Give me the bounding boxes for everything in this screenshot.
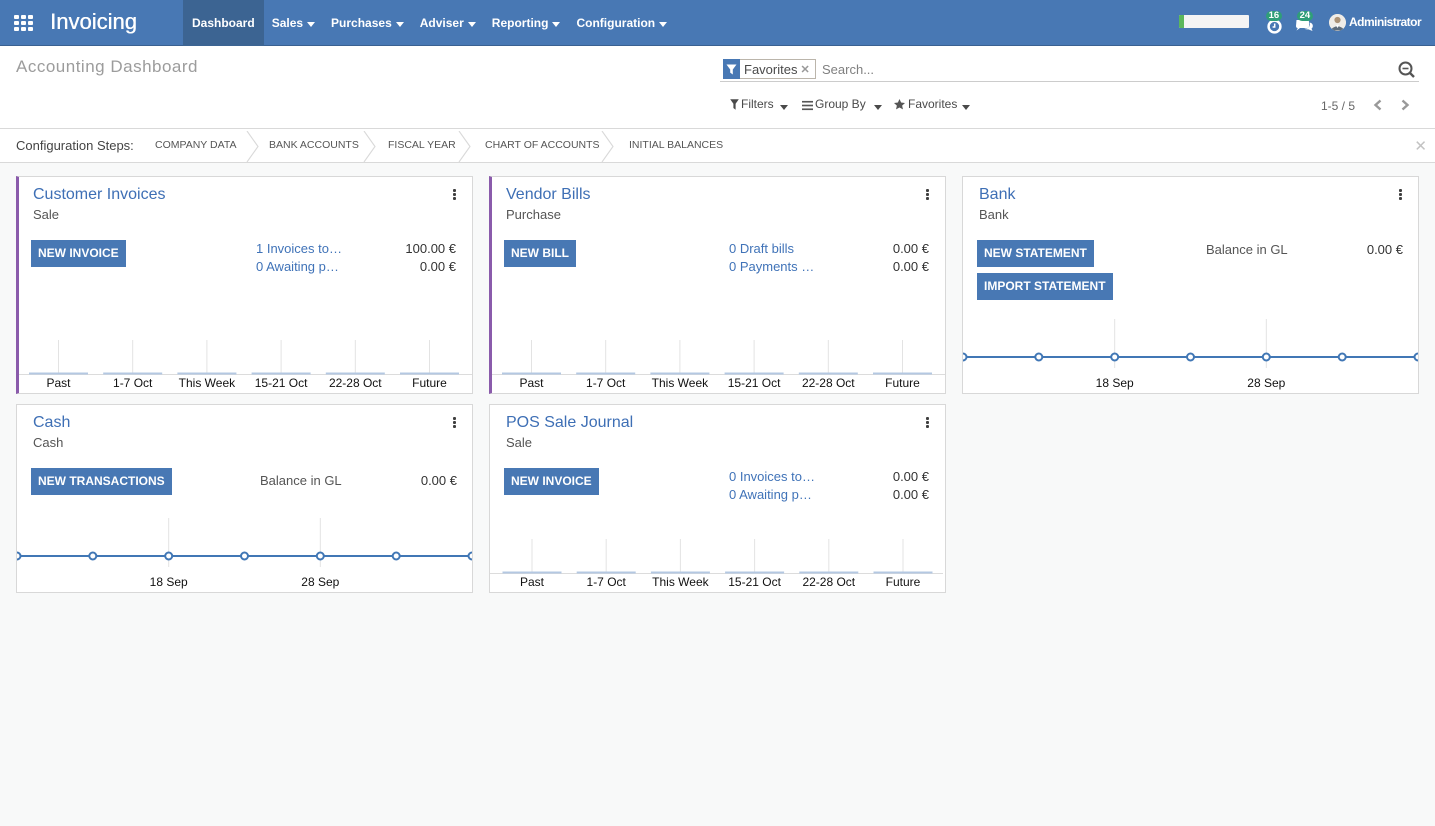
svg-text:15-21 Oct: 15-21 Oct (728, 575, 781, 589)
svg-text:Future: Future (886, 575, 921, 589)
svg-text:22-28 Oct: 22-28 Oct (802, 575, 855, 589)
svg-text:18 Sep: 18 Sep (150, 575, 188, 589)
svg-text:1-7 Oct: 1-7 Oct (586, 376, 626, 390)
svg-text:22-28 Oct: 22-28 Oct (802, 376, 855, 390)
svg-text:15-21 Oct: 15-21 Oct (728, 376, 781, 390)
svg-text:Past: Past (46, 376, 71, 390)
svg-text:28 Sep: 28 Sep (301, 575, 339, 589)
svg-text:Past: Past (520, 575, 545, 589)
svg-text:15-21 Oct: 15-21 Oct (255, 376, 308, 390)
svg-text:This Week: This Week (652, 376, 709, 390)
svg-text:This Week: This Week (179, 376, 236, 390)
svg-text:22-28 Oct: 22-28 Oct (329, 376, 382, 390)
svg-text:Future: Future (885, 376, 920, 390)
svg-text:This Week: This Week (652, 575, 709, 589)
svg-text:1-7 Oct: 1-7 Oct (587, 575, 627, 589)
svg-text:28 Sep: 28 Sep (1247, 376, 1285, 390)
svg-text:Future: Future (412, 376, 447, 390)
svg-text:1-7 Oct: 1-7 Oct (113, 376, 153, 390)
svg-text:Past: Past (519, 376, 544, 390)
svg-text:18 Sep: 18 Sep (1096, 376, 1134, 390)
